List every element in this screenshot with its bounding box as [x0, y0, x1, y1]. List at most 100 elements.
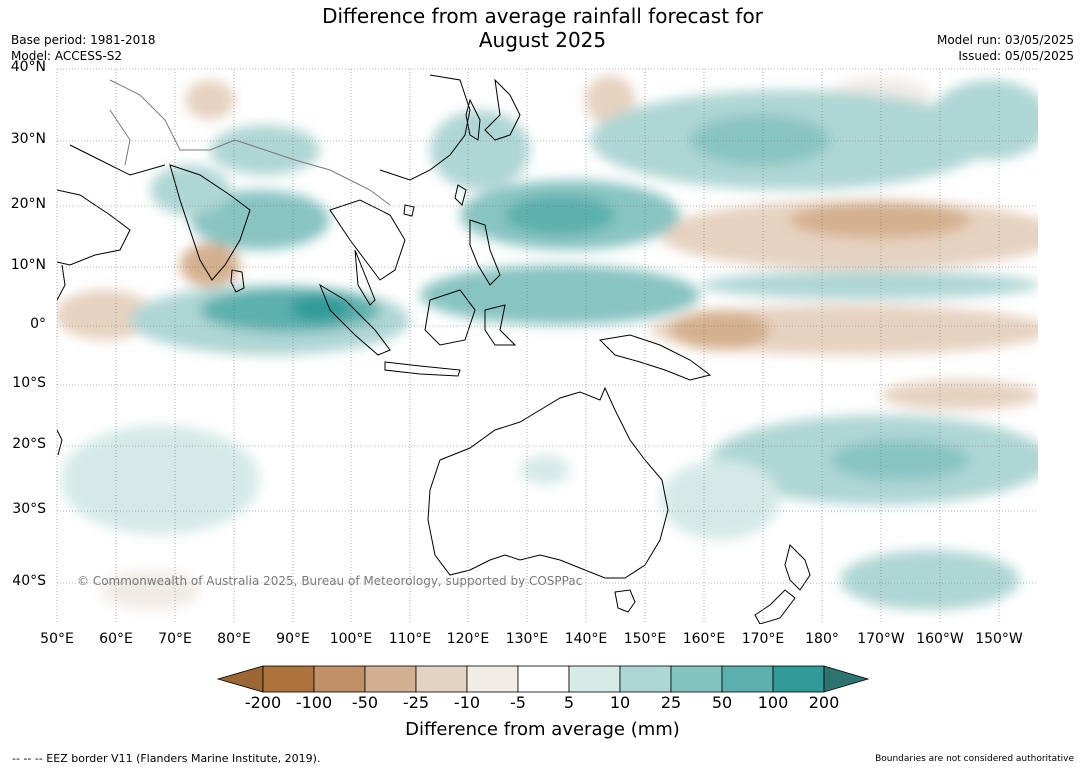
taiwan-coastline: [454, 184, 467, 206]
longitude-label: 130°E: [505, 631, 549, 647]
hainan-coastline: [403, 204, 415, 217]
borneo-coastline: [424, 289, 476, 346]
java-coastline: [384, 361, 461, 377]
persian-coast: [69, 144, 166, 176]
model-info: Base period: 1981-2018 Model: ACCESS-S2: [11, 32, 156, 64]
longitude-label: 150°W: [975, 631, 1023, 647]
wet-area-east-china-sea: [430, 110, 530, 190]
colorbar-cell: [568, 665, 621, 693]
model-name: Model: ACCESS-S2: [11, 49, 123, 63]
longitude-label: 70°E: [158, 631, 192, 647]
colorbar-tick-label: 25: [660, 693, 682, 712]
indochina-coastline: [329, 199, 406, 281]
latitude-label: 30°S: [12, 501, 46, 517]
colorbar-tick-label: -200: [244, 693, 282, 712]
border-himalaya: [234, 139, 351, 181]
colorbar-cell: [466, 665, 519, 693]
latitude-label: 20°S: [12, 436, 46, 452]
longitude-label: 170°W: [857, 631, 905, 647]
colorbar-tick-label: -50: [351, 693, 379, 712]
colorbar-cell: [721, 665, 774, 693]
latitude-label: 30°N: [10, 131, 46, 147]
title-line-1: Difference from average rainfall forecas…: [322, 4, 763, 28]
colorbar-cell: [262, 665, 315, 693]
map-title: Difference from average rainfall forecas…: [0, 4, 1085, 52]
colorbar-extend-high: [823, 665, 870, 693]
wet-area-south-pacific-core: [830, 440, 970, 480]
wet-area-australia-interior: [520, 455, 570, 485]
longitude-label: 150°E: [623, 631, 667, 647]
dry-area-arabian-sea: [180, 243, 240, 287]
australia-coastline: [427, 386, 669, 579]
boundary-disclaimer: Boundaries are not considered authoritat…: [875, 754, 1074, 764]
dry-area-north-india: [185, 80, 235, 120]
wet-area-arabian-sea: [150, 165, 230, 215]
malay-peninsula-coastline: [354, 249, 376, 306]
country-borders: [109, 79, 391, 206]
longitude-label: 160°E: [682, 631, 726, 647]
wet-area-maritime-continent: [420, 265, 700, 325]
colorbar-tick-label: -25: [402, 693, 430, 712]
longitude-label: 140°E: [564, 631, 608, 647]
border-south-china: [349, 179, 391, 206]
philippines-coastline: [469, 219, 501, 286]
latitude-label: 0°: [30, 316, 46, 332]
wet-area-coral-sea: [660, 460, 780, 540]
korea-coastline: [465, 98, 481, 141]
longitude-label: 170°E: [741, 631, 785, 647]
colorbar-tick-label: -100: [295, 693, 333, 712]
longitude-label: 110°E: [388, 631, 432, 647]
longitude-label: 160°W: [916, 631, 964, 647]
longitude-label: 100°E: [329, 631, 373, 647]
colorbar-cell: [772, 665, 825, 693]
colorbar-cell: [670, 665, 723, 693]
run-info: Model run: 03/05/2025 Issued: 05/05/2025: [937, 32, 1074, 64]
wet-area-bay-of-bengal: [190, 190, 330, 250]
colorbar-tick-label: -10: [453, 693, 481, 712]
longitude-label: 60°E: [99, 631, 133, 647]
colorbar-tick-label: 50: [711, 693, 733, 712]
latitude-label: 10°S: [12, 375, 46, 391]
colorbar-cell: [517, 665, 570, 693]
wet-area-northwest-pacific: [930, 80, 1038, 160]
latitude-label: 40°S: [12, 573, 46, 589]
dry-area-east-asia: [585, 75, 635, 125]
colorbar-tick-label: 100: [757, 693, 789, 712]
colorbar-cell: [415, 665, 468, 693]
latitude-label: 10°N: [10, 257, 46, 273]
japan-coastline: [484, 78, 521, 141]
wet-area-philippine-sea-core: [505, 195, 615, 235]
horn-of-africa-coastline: [57, 264, 66, 301]
longitude-label: 80°E: [217, 631, 251, 647]
india-coastline: [169, 164, 251, 281]
china-coastline: [379, 74, 471, 181]
dry-area-south-pacific: [880, 380, 1038, 410]
copyright-watermark: © Commonwealth of Australia 2025, Bureau…: [77, 574, 583, 588]
colorbar-tick-label: 10: [609, 693, 631, 712]
dry-area-equatorial-pacific-core: [670, 310, 770, 350]
longitude-label: 50°E: [40, 631, 74, 647]
coastlines: [57, 74, 811, 624]
wet-area-central-pacific-band: [700, 271, 1038, 299]
sumatra-coastline: [318, 283, 391, 356]
longitude-label: 120°E: [446, 631, 490, 647]
dry-area-west-indian-ocean: [57, 290, 155, 340]
graticule: [56, 68, 1038, 624]
wet-area-north-pacific-core: [690, 115, 830, 165]
dry-area-central-pacific-core: [790, 202, 970, 238]
wet-area-south-indian-ocean: [60, 425, 260, 535]
longitude-label: 180°: [805, 631, 839, 647]
arabian-peninsula-coastline: [57, 189, 131, 266]
issued-date: Issued: 05/05/2025: [958, 49, 1074, 63]
wet-area-tasman-sea: [840, 550, 1020, 610]
eez-border-note: -- -- -- EEZ border V11 (Flanders Marine…: [12, 752, 321, 765]
title-line-2: August 2025: [478, 28, 607, 52]
colorbar-tick-label: 5: [563, 693, 575, 712]
base-period: Base period: 1981-2018: [11, 33, 156, 47]
new-zealand-north-coastline: [784, 544, 811, 591]
colorbar-label: Difference from average (mm): [405, 719, 680, 740]
colorbar-cells: [216, 665, 870, 693]
sulawesi-coastline: [484, 304, 517, 346]
border-iran-afghanistan: [109, 109, 131, 166]
